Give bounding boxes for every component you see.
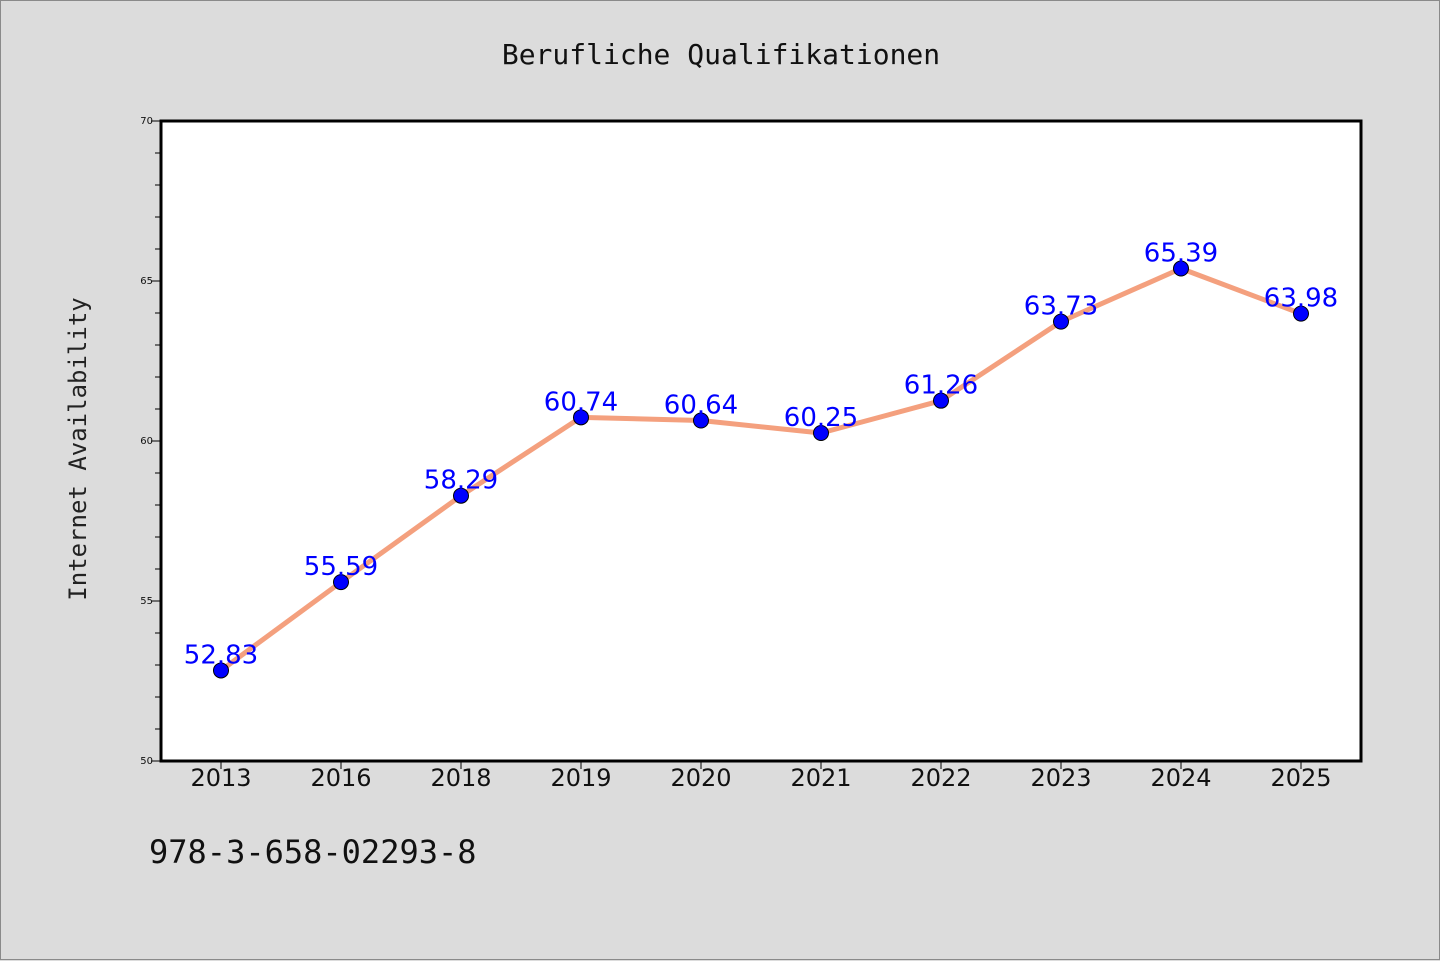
footer-code: 978-3-658-02293-8 [149, 833, 477, 871]
data-point [1173, 260, 1189, 277]
x-tick-label: 2018 [430, 764, 491, 792]
x-tick-label: 2016 [310, 764, 371, 792]
series-layer [213, 260, 1309, 679]
x-axis-ticks: 2013 2016 2018 2019 2020 2021 2022 2023 2024 2025 [190, 761, 1332, 792]
x-tick-label: 2025 [1270, 764, 1331, 792]
y-axis-ticks: 50 55 60 65 70 [140, 116, 161, 767]
data-point [1053, 313, 1069, 330]
y-tick-label: 55 [140, 596, 153, 607]
data-label: 65.39 [1144, 239, 1218, 269]
x-tick-label: 2013 [190, 764, 251, 792]
data-point [573, 409, 589, 426]
y-tick-label: 65 [140, 276, 153, 287]
data-point [693, 412, 709, 429]
data-label: 63.73 [1024, 292, 1098, 322]
y-tick-label: 60 [140, 436, 153, 447]
data-label: 52.83 [184, 640, 258, 670]
data-label: 60.74 [544, 387, 618, 417]
data-label: 60.64 [664, 391, 738, 421]
y-tick-label: 50 [140, 756, 153, 767]
plot-area [159, 119, 1363, 763]
data-label: 63.98 [1264, 284, 1338, 314]
x-tick-label: 2019 [550, 764, 611, 792]
data-label: 58.29 [424, 466, 498, 496]
chart-title: Berufliche Qualifikationen [502, 38, 940, 71]
x-tick-label: 2021 [790, 764, 851, 792]
y-axis-label: Internet Availability [64, 297, 92, 600]
data-label: 55.59 [304, 552, 378, 582]
x-tick-label: 2024 [1150, 764, 1211, 792]
y-tick-label: 70 [140, 116, 153, 127]
x-tick-label: 2022 [910, 764, 971, 792]
series-line [218, 266, 1304, 673]
data-point [333, 574, 349, 591]
data-point [933, 392, 949, 409]
data-label: 61.26 [904, 371, 978, 401]
data-point [1293, 305, 1309, 322]
data-point [453, 487, 469, 504]
x-tick-label: 2020 [670, 764, 731, 792]
data-point [813, 425, 829, 441]
data-point [213, 662, 229, 679]
x-tick-label: 2023 [1030, 764, 1091, 792]
data-label-layer: 52.83 55.59 58.29 60.74 60.64 60.25 61.26 63.73… [184, 239, 1338, 671]
data-label: 60.25 [784, 403, 858, 433]
